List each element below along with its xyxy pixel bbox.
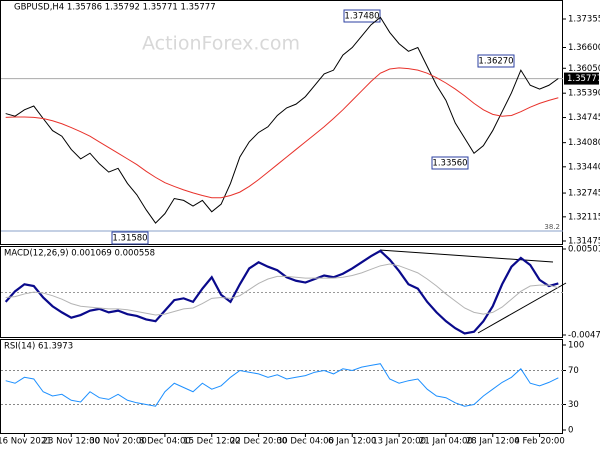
price-title: GBPUSD,H4 1.35786 1.35792 1.35771 1.3577…: [14, 3, 216, 13]
x-tick-label: 13 Jan 20:00: [372, 437, 426, 447]
annotation-text: 1.33560: [432, 159, 467, 169]
trendline: [477, 282, 567, 334]
y-tick-label: 1.37355: [568, 15, 600, 25]
y-tick-label: 1.34745: [568, 113, 600, 123]
last-price-label: 1.35777: [567, 74, 600, 84]
x-tick-label: 23 Nov 12:00: [43, 437, 100, 447]
annotation: 1.37480 1.36270 1.33560 1.31580: [111, 9, 515, 245]
x-tick-label: 21 Jan 04:00: [419, 437, 473, 447]
annotation-box: [431, 156, 469, 170]
x-tick-label: 6 Jan 12:00: [328, 437, 376, 447]
x-tick-label: 30 Dec 04:00: [277, 437, 334, 447]
y-tick-label: 30: [568, 400, 579, 410]
y-tick-label: 1.32745: [568, 189, 600, 199]
series-line: [5, 16, 559, 224]
annotation-text: 1.37480: [344, 12, 379, 22]
y-tick-label: -0.004773: [568, 331, 600, 341]
annotation-text: 1.31580: [112, 234, 147, 244]
price-panel: [0, 0, 563, 245]
annotation-box: [343, 9, 381, 23]
rsi-panel: [0, 339, 563, 434]
y-tick-label: 0: [568, 426, 573, 436]
x-tick-label: 28 Jan 12:00: [466, 437, 520, 447]
y-tick-label: 70: [568, 366, 579, 376]
y-tick-label: 1.32115: [568, 212, 600, 222]
fib-label: 38.2: [544, 223, 560, 231]
series-line: [5, 67, 559, 199]
y-tick-label: 1.35390: [568, 89, 600, 99]
series-line: [4, 249, 559, 335]
y-tick-label: 100: [568, 341, 584, 351]
rsi-title: RSI(14) 61.3973: [4, 342, 73, 352]
x-tick-label: 30 Nov 20:00: [89, 437, 146, 447]
macd-title: MACD(12,26,9) 0.001069 0.000558: [4, 249, 155, 259]
y-tick-label: 0.005015: [568, 245, 600, 255]
x-tick-label: 15 Dec 12:00: [183, 437, 240, 447]
y-tick-label: 1.34080: [568, 138, 600, 148]
annotation-text: 1.36270: [478, 57, 513, 67]
x-tick-label: 16 Nov 2021: [0, 437, 52, 447]
x-tick-label: 22 Dec 20:00: [230, 437, 287, 447]
annotation-box: [477, 54, 515, 68]
watermark: ActionForex.com: [142, 33, 300, 55]
x-tick-label: 4 Feb 20:00: [514, 437, 564, 447]
y-tick-label: 1.36050: [568, 64, 600, 74]
series-line: [5, 263, 559, 316]
y-tick-label: 1.33440: [568, 162, 600, 172]
annotation-box: [111, 231, 149, 245]
series-line: [5, 363, 559, 407]
y-tick-label: 1.31475: [568, 236, 600, 246]
y-tick-label: 1.36600: [568, 43, 600, 53]
last-price-box: [564, 72, 599, 85]
x-tick-label: 8 Dec 04:00: [139, 437, 191, 447]
